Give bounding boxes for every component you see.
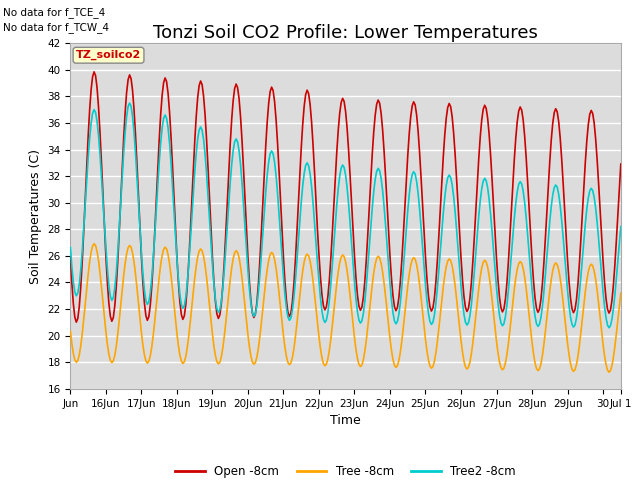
Text: No data for f_TCW_4: No data for f_TCW_4	[3, 22, 109, 33]
Text: TZ_soilco2: TZ_soilco2	[76, 50, 141, 60]
Legend: Open -8cm, Tree -8cm, Tree2 -8cm: Open -8cm, Tree -8cm, Tree2 -8cm	[170, 460, 521, 480]
Y-axis label: Soil Temperatures (C): Soil Temperatures (C)	[29, 148, 42, 284]
Title: Tonzi Soil CO2 Profile: Lower Temperatures: Tonzi Soil CO2 Profile: Lower Temperatur…	[153, 24, 538, 42]
X-axis label: Time: Time	[330, 414, 361, 427]
Text: No data for f_TCE_4: No data for f_TCE_4	[3, 7, 106, 18]
